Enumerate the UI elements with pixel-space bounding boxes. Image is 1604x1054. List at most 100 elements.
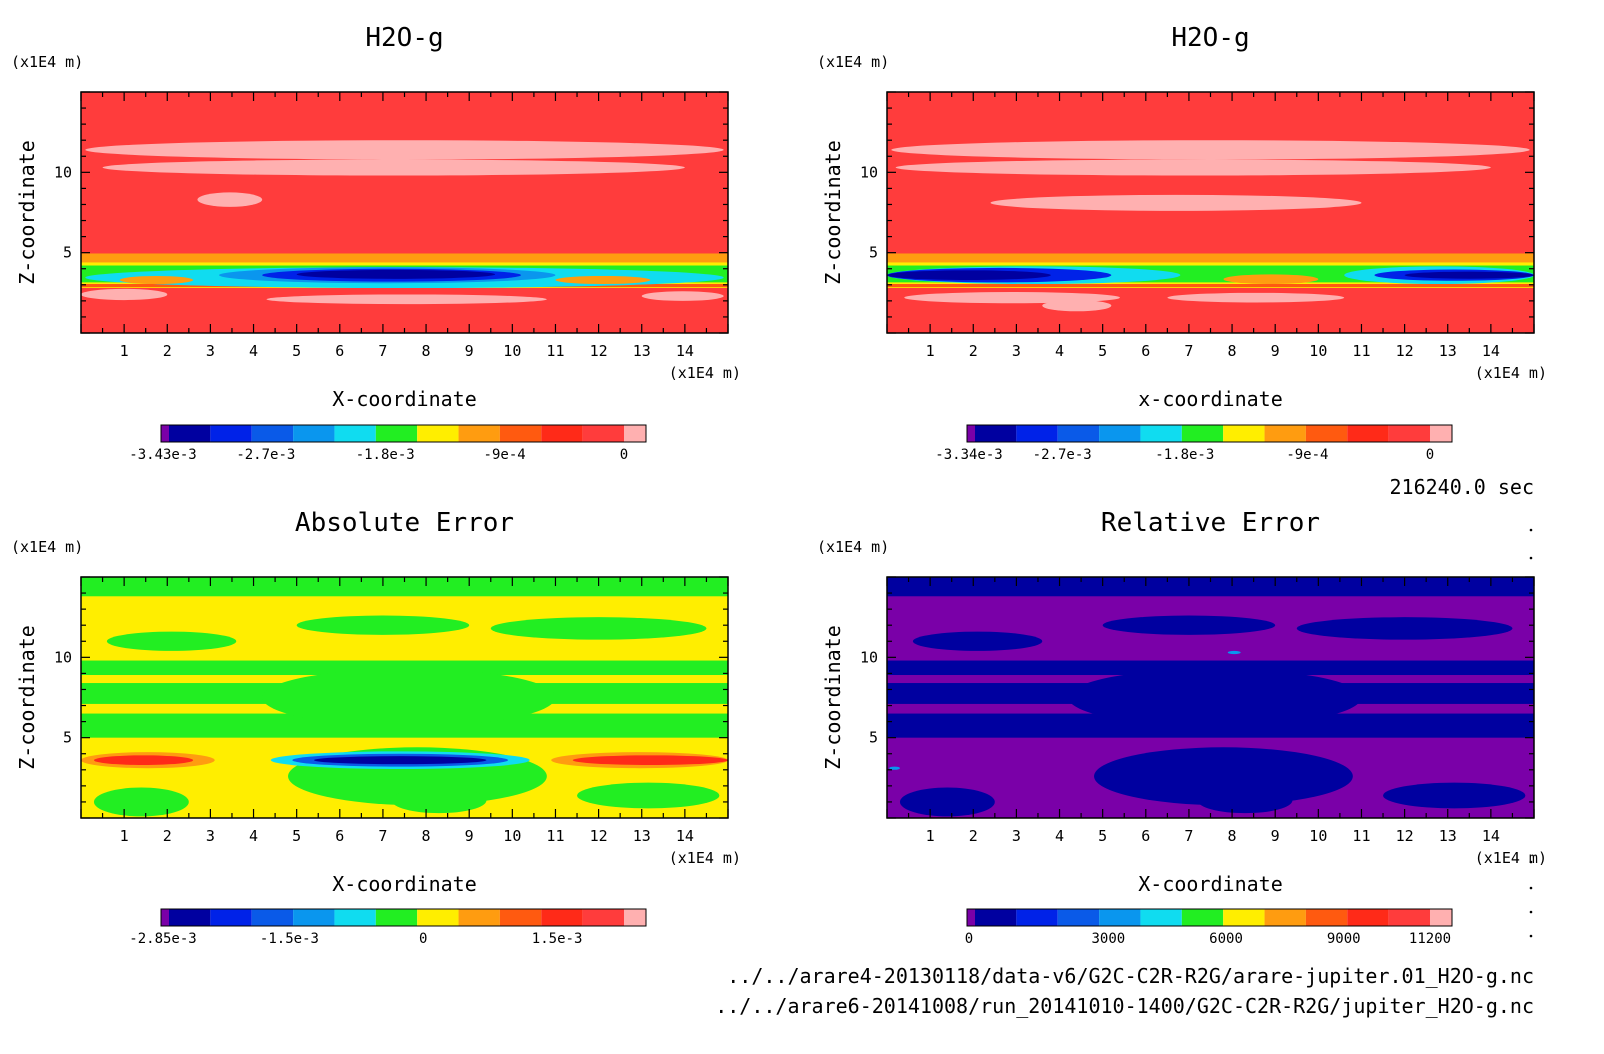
- contour-region: [1068, 668, 1362, 727]
- y-tick-label: 5: [869, 729, 878, 747]
- x-tick-label: 9: [1271, 827, 1280, 845]
- contour-region: [895, 159, 1491, 176]
- x-tick-label: 5: [1098, 827, 1107, 845]
- x-tick-label: 10: [1309, 342, 1327, 360]
- x-tick-label: 9: [1271, 342, 1280, 360]
- x-tick-label: 6: [335, 827, 344, 845]
- x-unit-label: (x1E4 m): [1475, 849, 1547, 867]
- colorbar-tick-label: 0: [965, 931, 973, 947]
- colorbar-swatch: [210, 909, 252, 926]
- panel-title: Relative Error: [1101, 508, 1320, 538]
- x-tick-label: 7: [1184, 827, 1193, 845]
- colorbar-swatch: [1099, 909, 1141, 926]
- colorbar-swatch: [1099, 425, 1141, 442]
- x-tick-label: 8: [1228, 827, 1237, 845]
- colorbar-frame: [966, 424, 1453, 443]
- x-tick-label: 12: [1396, 827, 1414, 845]
- x-tick-label: 10: [503, 827, 521, 845]
- x-axis-label: X-coordinate: [332, 387, 477, 411]
- x-tick-label: 5: [292, 827, 301, 845]
- contour-region: [891, 140, 1530, 160]
- x-tick-label: 1: [926, 827, 935, 845]
- colorbar-swatch: [251, 909, 294, 926]
- contour-band: [887, 660, 1534, 676]
- x-tick-label: 7: [378, 342, 387, 360]
- marker-dot: [1529, 886, 1533, 890]
- panel-title: H2O-g: [1171, 23, 1249, 53]
- time-label: 216240.0 sec: [1390, 475, 1535, 499]
- marker-dot: [1529, 910, 1533, 914]
- colorbar-swatch: [334, 425, 376, 442]
- x-tick-label: 8: [1228, 342, 1237, 360]
- x-unit-label: (x1E4 m): [669, 364, 741, 382]
- colorbar-tick-label: 1.5e-3: [532, 931, 583, 947]
- contour-region: [1383, 782, 1526, 809]
- x-unit-label: (x1E4 m): [1475, 364, 1547, 382]
- contour-region: [1227, 650, 1241, 655]
- colorbar-swatch: [499, 909, 542, 926]
- contour-region: [391, 787, 487, 814]
- colorbar: -2.85e-3 -1.5e-3 0 1.5e-3: [129, 908, 647, 947]
- y-unit-label: (x1E4 m): [817, 53, 889, 71]
- x-tick-label: 8: [422, 342, 431, 360]
- colorbar-swatch: [458, 425, 500, 442]
- contour-region: [1404, 271, 1534, 279]
- colorbar-swatch: [1057, 909, 1100, 926]
- colorbar-swatch: [417, 425, 459, 442]
- contour-region: [1094, 747, 1353, 806]
- file-path-label: ../../arare6-20141008/run_20141010-1400/…: [715, 994, 1534, 1018]
- contour-region: [106, 631, 237, 651]
- contour-region: [197, 192, 263, 207]
- colorbar-swatch: [1305, 909, 1348, 926]
- y-tick-label: 5: [869, 244, 878, 262]
- colorbar-swatch: [1016, 425, 1058, 442]
- y-axis-label: Z-coordinate: [15, 625, 39, 770]
- contour-region: [555, 275, 651, 284]
- x-tick-label: 2: [969, 342, 978, 360]
- colorbar-swatch: [210, 425, 252, 442]
- colorbar-swatch: [334, 909, 376, 926]
- x-tick-label: 4: [249, 342, 258, 360]
- colorbar-tick-label: -9e-4: [484, 447, 526, 463]
- x-tick-label: 13: [1439, 827, 1457, 845]
- colorbar-swatch: [1347, 425, 1389, 442]
- colorbar: 0 3000 6000 9000 11200: [965, 908, 1453, 947]
- colorbar-swatch: [251, 425, 294, 442]
- panel-title: H2O-g: [365, 23, 443, 53]
- contour-region: [887, 270, 1051, 280]
- colorbar: -3.43e-3 -2.7e-3 -1.8e-3 -9e-4 0: [129, 424, 647, 463]
- colorbar-swatch: [1057, 425, 1100, 442]
- x-tick-label: 4: [1055, 827, 1064, 845]
- x-axis-label: X-coordinate: [1138, 872, 1283, 896]
- contour-region: [81, 288, 168, 301]
- contour-region: [1296, 617, 1513, 640]
- y-unit-label: (x1E4 m): [817, 538, 889, 556]
- contour-region: [1167, 292, 1345, 303]
- x-tick-label: 4: [1055, 342, 1064, 360]
- colorbar-swatch: [169, 909, 211, 926]
- colorbar-swatch: [1305, 425, 1348, 442]
- field-background: [81, 92, 728, 333]
- contour-region: [85, 140, 724, 160]
- colorbar-swatch: [967, 425, 975, 442]
- colorbar-swatch: [161, 909, 169, 926]
- y-axis-label: Z-coordinate: [15, 140, 39, 285]
- contour-region: [93, 755, 194, 765]
- x-tick-label: 14: [676, 827, 694, 845]
- x-tick-label: 6: [335, 342, 344, 360]
- x-tick-label: 4: [249, 827, 258, 845]
- colorbar-swatch: [1140, 909, 1182, 926]
- x-tick-label: 14: [1482, 342, 1500, 360]
- x-axis-label: X-coordinate: [332, 872, 477, 896]
- colorbar-tick-label: -2.85e-3: [129, 931, 196, 947]
- x-tick-label: 3: [206, 827, 215, 845]
- colorbar-swatch: [1140, 425, 1182, 442]
- colorbar-swatch: [541, 425, 583, 442]
- contour-region: [102, 159, 685, 176]
- colorbar-tick-label: -3.43e-3: [129, 447, 196, 463]
- colorbar-swatch: [582, 425, 624, 442]
- colorbar-tick-label: -1.8e-3: [356, 447, 415, 463]
- contour-region: [1042, 300, 1112, 312]
